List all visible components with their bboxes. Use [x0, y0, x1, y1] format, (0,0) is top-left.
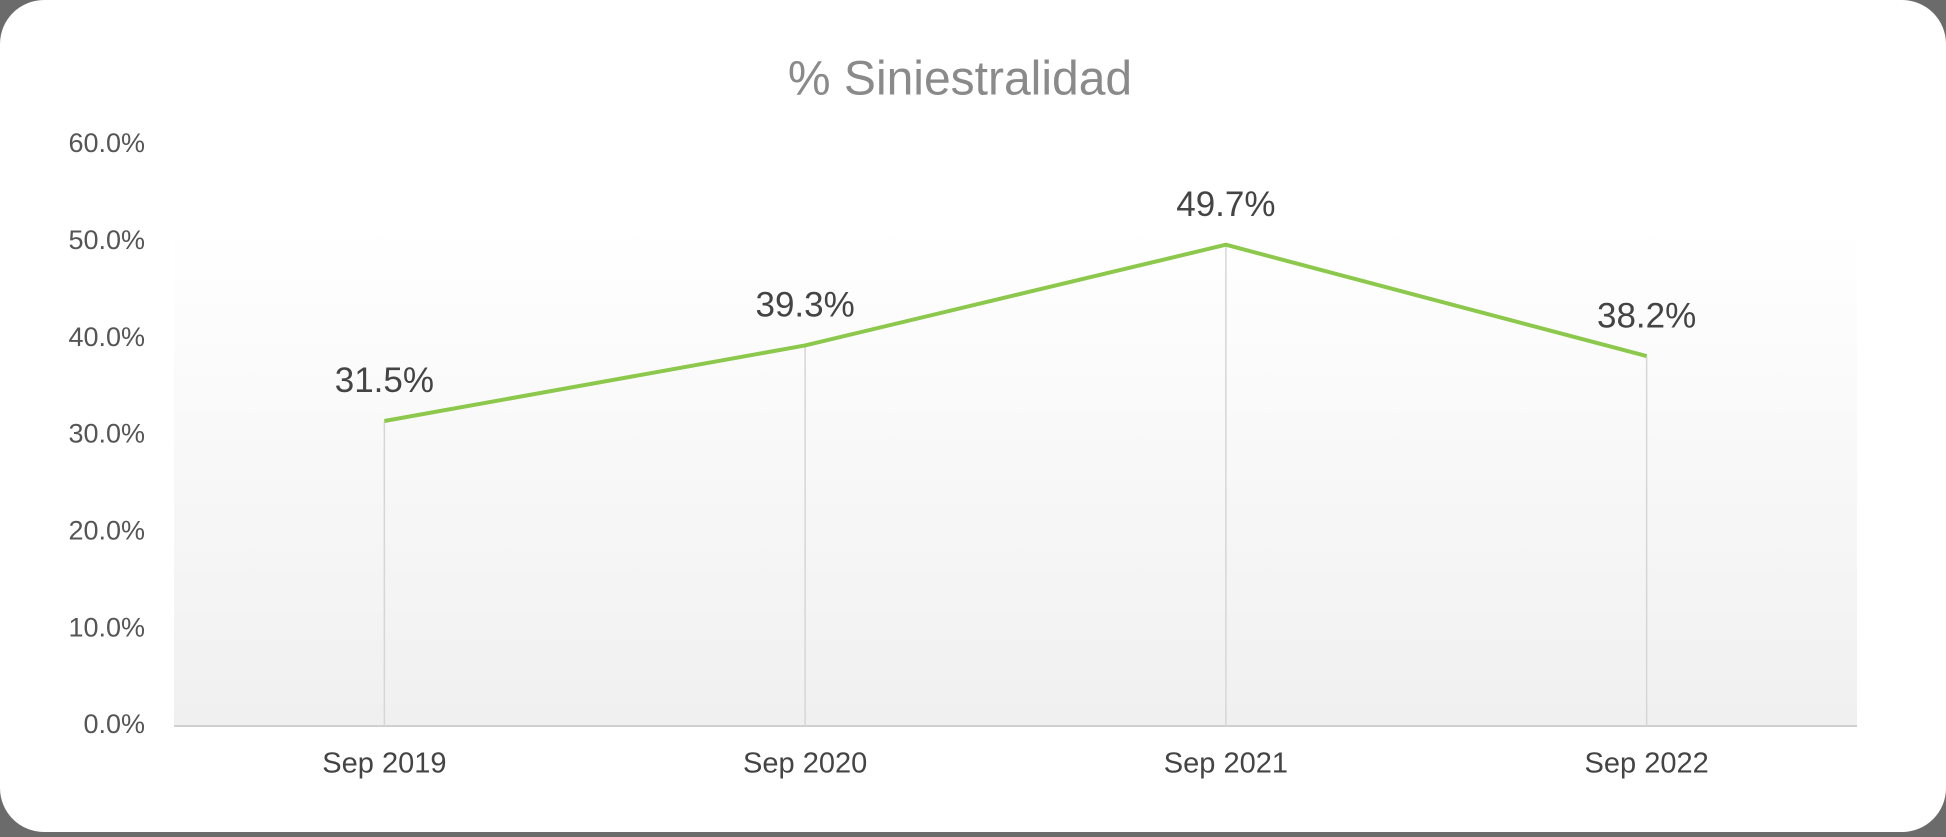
y-tick-label: 20.0% — [68, 515, 145, 545]
y-tick-label: 30.0% — [68, 419, 145, 449]
plot-area — [174, 225, 1857, 726]
y-tick-label: 0.0% — [83, 709, 145, 739]
data-label: 38.2% — [1597, 296, 1696, 335]
chart-title: % Siniestralidad — [788, 53, 1132, 106]
y-tick-label: 60.0% — [68, 128, 145, 158]
x-tick-label: Sep 2022 — [1585, 748, 1709, 780]
data-label: 39.3% — [756, 286, 855, 325]
x-tick-label: Sep 2021 — [1164, 748, 1288, 780]
data-label: 49.7% — [1176, 185, 1275, 224]
x-tick-label: Sep 2019 — [322, 748, 446, 780]
y-tick-label: 40.0% — [68, 322, 145, 352]
x-tick-label: Sep 2020 — [743, 748, 867, 780]
y-tick-label: 50.0% — [68, 225, 145, 255]
data-label: 31.5% — [335, 361, 434, 400]
y-tick-label: 10.0% — [68, 612, 145, 642]
line-series — [384, 242, 1648, 423]
